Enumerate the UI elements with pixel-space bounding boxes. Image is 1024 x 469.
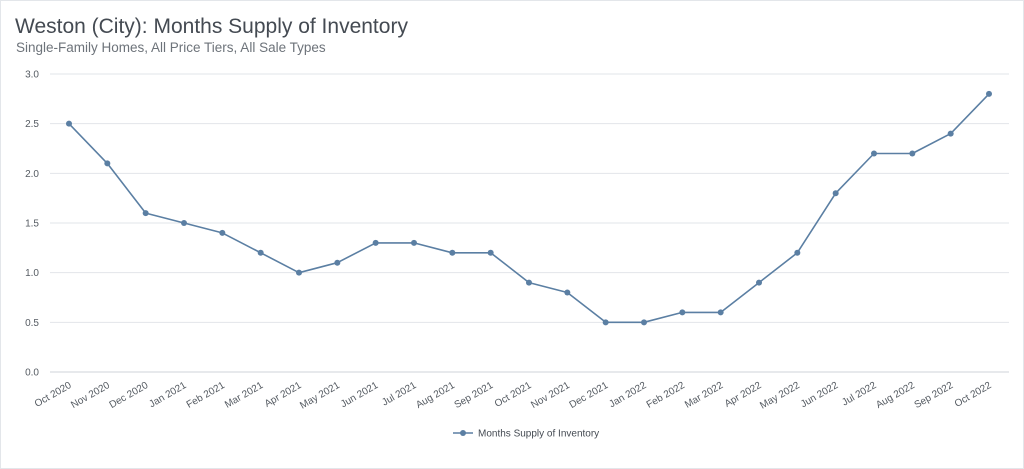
data-point[interactable] xyxy=(986,90,992,97)
legend-point-marker xyxy=(460,430,466,436)
data-point[interactable] xyxy=(871,150,877,157)
y-tick-label: 2.0 xyxy=(25,169,39,180)
x-tick-label: Oct 2022 xyxy=(953,380,994,410)
y-axis-ticks: 0.0 0.5 1.0 1.5 2.0 2.5 3.0 xyxy=(25,70,39,379)
data-point[interactable] xyxy=(641,319,647,326)
x-tick-label: Apr 2021 xyxy=(263,380,304,410)
data-point[interactable] xyxy=(564,289,571,296)
chart-subtitle: Single-Family Homes, All Price Tiers, Al… xyxy=(16,40,326,55)
x-tick-label: Sep 2021 xyxy=(453,380,496,411)
data-point[interactable] xyxy=(756,279,762,286)
x-tick-label: Dec 2020 xyxy=(108,380,151,411)
y-tick-label: 0.0 xyxy=(25,368,39,379)
data-point[interactable] xyxy=(602,319,609,326)
data-point[interactable] xyxy=(717,309,724,316)
data-point[interactable] xyxy=(257,249,264,256)
x-tick-label: Nov 2021 xyxy=(529,380,572,411)
data-point[interactable] xyxy=(181,220,187,226)
legend: Months Supply of Inventory xyxy=(453,429,599,440)
grid-lines xyxy=(50,73,1009,373)
data-point[interactable] xyxy=(947,130,954,137)
x-tick-label: May 2021 xyxy=(298,380,342,412)
series-line xyxy=(68,93,990,324)
chart-title: Weston (City): Months Supply of Inventor… xyxy=(15,15,408,38)
data-point[interactable] xyxy=(219,229,226,236)
data-point[interactable] xyxy=(372,239,379,246)
x-tick-label: Jan 2021 xyxy=(147,380,189,410)
x-tick-label: Sep 2022 xyxy=(913,380,956,411)
data-point[interactable] xyxy=(487,249,494,256)
x-tick-label: Jan 2022 xyxy=(607,380,649,410)
data-point[interactable] xyxy=(334,259,341,266)
x-tick-label: Jun 2021 xyxy=(339,380,381,410)
x-tick-label: Dec 2021 xyxy=(568,380,611,411)
x-tick-label: Feb 2021 xyxy=(185,380,227,411)
y-tick-label: 3.0 xyxy=(25,70,39,81)
data-point[interactable] xyxy=(526,279,532,286)
y-tick-label: 1.0 xyxy=(25,268,39,279)
x-tick-label: Apr 2022 xyxy=(723,380,764,410)
data-point[interactable] xyxy=(449,249,456,256)
data-point[interactable] xyxy=(794,249,801,256)
series-layer xyxy=(66,90,992,326)
x-tick-label: Aug 2022 xyxy=(874,380,917,411)
x-tick-label: May 2022 xyxy=(758,380,802,412)
x-tick-label: Feb 2022 xyxy=(645,380,687,411)
data-point[interactable] xyxy=(66,120,72,127)
x-tick-label: Aug 2021 xyxy=(414,380,457,411)
data-point[interactable] xyxy=(679,309,686,316)
data-point[interactable] xyxy=(909,150,916,157)
x-tick-label: Oct 2020 xyxy=(33,380,74,410)
x-tick-label: Nov 2020 xyxy=(69,380,112,411)
y-tick-label: 2.5 xyxy=(25,119,39,130)
data-point[interactable] xyxy=(296,269,302,276)
legend-label: Months Supply of Inventory xyxy=(478,429,599,440)
data-point[interactable] xyxy=(411,239,417,246)
x-tick-label: Mar 2022 xyxy=(683,380,725,411)
data-point[interactable] xyxy=(104,160,111,167)
y-tick-label: 0.5 xyxy=(25,318,39,329)
data-point[interactable] xyxy=(832,190,839,197)
x-tick-label: Mar 2021 xyxy=(223,380,265,411)
x-tick-label: Jul 2021 xyxy=(380,380,419,409)
x-tick-label: Jun 2022 xyxy=(799,380,841,410)
x-tick-label: Oct 2021 xyxy=(493,380,534,410)
x-tick-label: Jul 2022 xyxy=(840,380,879,409)
data-point[interactable] xyxy=(142,210,149,217)
y-tick-label: 1.5 xyxy=(25,219,39,230)
